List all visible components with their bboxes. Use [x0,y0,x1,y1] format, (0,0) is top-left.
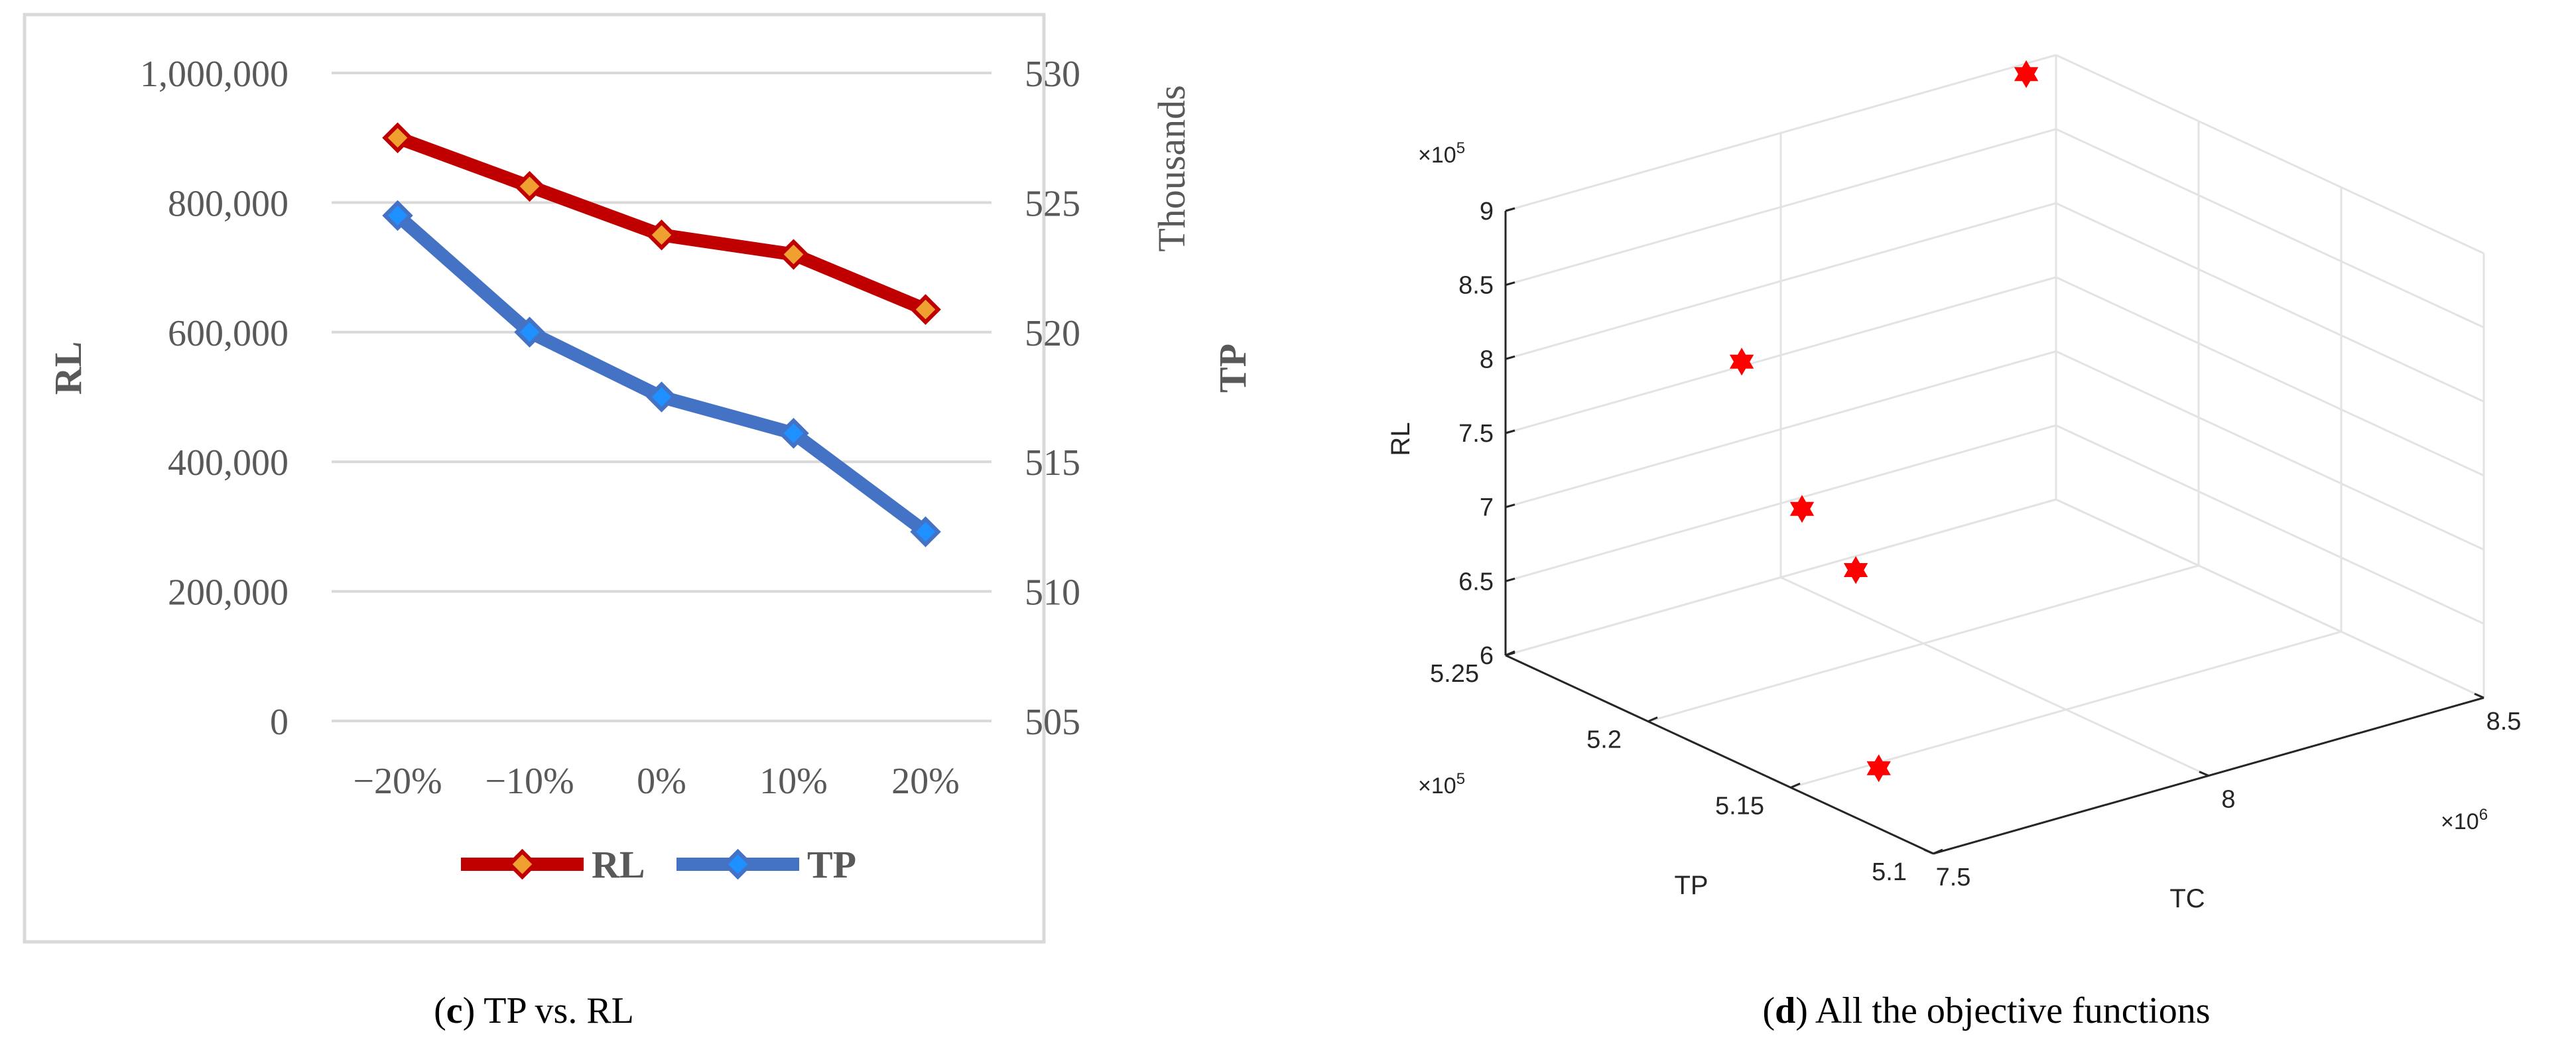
z-tick [1505,281,1515,287]
z-tick-label: 8 [1480,346,1494,373]
y-tick-label: 200,000 [168,572,289,614]
z-tick-label: 6.5 [1458,568,1494,596]
z-tick-label: 8.5 [1458,272,1494,300]
panel-c-line-chart: 0 200,000 400,000 600,000 800,000 1,000,000 5… [23,13,1254,944]
floor-gridline [1647,564,2199,723]
chart-d-ylabel: TP [1674,871,1708,900]
z-tick [1505,503,1515,509]
scatter-point [1843,562,1868,584]
wall-gridline [2055,424,2484,625]
x-tick [2199,771,2209,777]
legend-label-rl: RL [592,843,645,886]
y-tick-label: 0 [270,702,289,743]
wall-gridline [2055,276,2484,477]
scatter-point [1729,354,1754,376]
y-tick [1790,782,1801,789]
y-tick-label: 600,000 [168,313,289,354]
legend-marker-rl [507,848,538,880]
point-marker-tp [646,381,677,413]
x-tick [2474,692,2484,699]
x-tick-label: 20% [891,761,960,802]
x-tick-label: 0% [637,761,686,802]
wall-gridline [2055,350,2484,551]
z-tick [1505,429,1515,434]
chart-d-xlabel: TC [2169,884,2205,913]
wall-gridline [1505,202,2057,360]
scatter-point [2014,67,2039,88]
x-tick [1923,848,1934,855]
y-tick-label: 5.2 [1586,726,1622,754]
chart-c-ylabel: RL [46,342,90,395]
z-tick [1505,207,1515,212]
chart-c-legend: RL TP [461,843,856,886]
z-tick [1505,355,1515,360]
y2-tick-label: 525 [1025,183,1080,224]
y-axis-line [1505,654,1934,855]
chart-c-frame [23,13,1046,944]
caption-d: (d) All the objective functions [1762,990,2210,1031]
y-tick-label: 800,000 [168,183,289,224]
wall-gridline [1505,424,2057,582]
chart-c-y2unit: Thousands [1150,85,1193,251]
y-tick [1933,848,1943,855]
x-tick-label: 8.5 [2486,708,2522,736]
wall-gridline [2055,128,2484,329]
chart-d-y-multiplier: ×105 [1418,770,1465,799]
y-tick-label: 5.25 [1430,660,1479,688]
y2-tick-label: 520 [1025,313,1080,354]
point-marker-tp [910,516,941,547]
z-tick-label: 9 [1480,198,1494,226]
point-marker-rl [910,294,941,325]
wall-gridline [1505,54,2057,212]
chart-c-y2label: TP [1211,344,1254,393]
point-marker-rl [646,220,677,251]
point-marker-rl [778,239,809,270]
point-marker-rl [514,170,545,202]
scatter-point [1789,501,1815,523]
point-marker-tp [382,200,413,231]
y2-tick-label: 510 [1025,572,1080,614]
legend-marker-tp [722,848,753,880]
x-tick-label: −10% [485,761,574,802]
point-marker-tp [514,316,545,348]
chart-d-z-multiplier: ×105 [1418,139,1465,168]
x-tick-label: −20% [353,761,442,802]
z-tick-label: 7 [1480,494,1494,522]
wall-gridline [1505,128,2057,287]
y2-tick-label: 530 [1025,54,1080,95]
chart-d-zlabel: RL [1386,422,1415,456]
z-tick [1505,577,1515,582]
y-tick-label: 400,000 [168,442,289,484]
floor-gridline [1780,576,2209,777]
wall-gridline [2055,498,2484,699]
y-tick [1647,716,1658,723]
y-tick-label: 1,000,000 [140,54,289,95]
point-marker-rl [382,122,413,153]
wall-gridline [2055,202,2484,403]
legend-label-tp: TP [807,843,856,886]
x-tick-label: 7.5 [1936,864,1971,891]
caption-c: (c) TP vs. RL [434,990,634,1031]
chart-d-x-multiplier: ×106 [2441,806,2488,834]
y-tick-label: 5.1 [1872,858,1907,886]
wall-gridline [1505,498,2057,657]
panel-d-3d-scatter: 6 6.5 7 7.5 8 8.5 9 5.1 5.15 5.2 5.25 7.5 8 8.5 RL TP… [1386,54,2522,913]
wall-gridline [2055,54,2484,255]
scatter-point [1866,761,1891,783]
y-tick [1505,650,1515,657]
wall-gridline [1505,350,2057,509]
z-tick-label: 6 [1480,642,1494,670]
wall-gridline [1505,276,2057,434]
y-tick-label: 5.15 [1715,792,1764,820]
y2-tick-label: 505 [1025,702,1080,743]
x-tick-label: 10% [759,761,828,802]
x-tick-label: 8 [2221,786,2235,814]
point-marker-tp [778,417,809,449]
z-tick-label: 7.5 [1458,420,1494,448]
y2-tick-label: 515 [1025,442,1080,484]
